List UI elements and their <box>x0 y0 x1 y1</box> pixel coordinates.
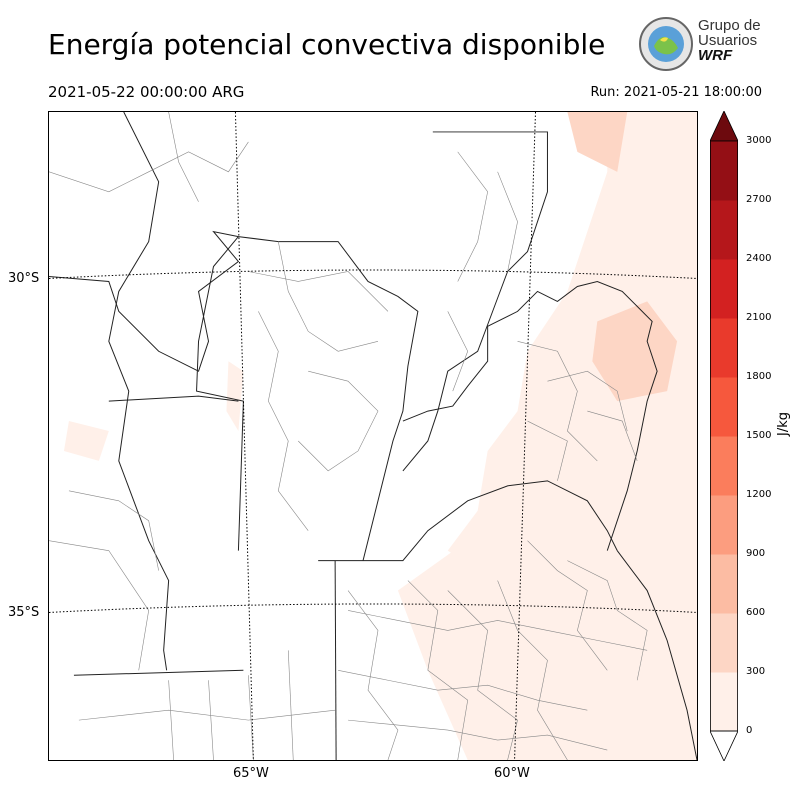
lat-label-30s: 30°S <box>8 271 40 286</box>
colorbar-unit: J/kg <box>776 412 791 436</box>
colorbar-segment <box>710 672 738 732</box>
lon-label-65w: 65°W <box>233 766 269 781</box>
colorbar-segment <box>710 377 738 437</box>
colorbar-frame <box>710 140 738 732</box>
colorbar-tick-label: 3000 <box>746 135 772 146</box>
lon-label-60w: 60°W <box>494 766 530 781</box>
colorbar-tick-label: 2400 <box>746 253 772 264</box>
colorbar-segment <box>710 495 738 555</box>
grupo-wrf-logo: Grupo de Usuarios WRF <box>638 16 768 74</box>
colorbar-segment <box>710 318 738 378</box>
cape-shading <box>63 112 697 760</box>
colorbar-segment <box>710 141 738 201</box>
colorbar-segment <box>710 436 738 496</box>
logo-text: Grupo de Usuarios WRF <box>698 17 761 64</box>
colorbar-tick-label: 2700 <box>746 194 772 205</box>
colorbar-segment <box>710 613 738 673</box>
graticule <box>48 111 698 761</box>
colorbar-tick-label: 600 <box>746 607 766 618</box>
colorbar-tick-label: 1800 <box>746 371 772 382</box>
colorbar-tick-label: 0 <box>746 725 753 736</box>
colorbar-tick-label: 900 <box>746 548 766 559</box>
colorbar-segment <box>710 200 738 260</box>
colorbar-tick-label: 2100 <box>746 312 772 323</box>
colorbar-extend-min <box>709 730 739 762</box>
page-title: Energía potencial convectiva disponible <box>48 28 606 61</box>
colorbar-scale <box>709 110 739 762</box>
colorbar-extend-max <box>709 110 739 142</box>
valid-time: 2021-05-22 00:00:00 ARG <box>48 83 245 101</box>
colorbar <box>709 110 739 762</box>
colorbar-segment <box>710 259 738 319</box>
cape-area-core-2 <box>567 112 628 172</box>
cape-map <box>48 111 698 761</box>
parallel-35s <box>48 603 698 613</box>
run-time: Run: 2021-05-21 18:00:00 <box>590 85 762 100</box>
cape-area-west <box>63 421 109 461</box>
map-panel <box>48 111 698 761</box>
colorbar-segment <box>710 554 738 614</box>
colorbar-tick-label: 1200 <box>746 489 772 500</box>
parallel-30s <box>48 269 698 279</box>
department-borders <box>48 111 648 761</box>
lat-label-35s: 35°S <box>8 605 40 620</box>
cape-area-south <box>397 540 648 760</box>
globe-logo-icon <box>639 17 693 71</box>
colorbar-tick-label: 300 <box>746 666 766 677</box>
cape-area-patch <box>226 361 244 432</box>
province-borders <box>48 111 698 761</box>
colorbar-tick-label: 1500 <box>746 430 772 441</box>
meridian-65w <box>234 111 254 761</box>
